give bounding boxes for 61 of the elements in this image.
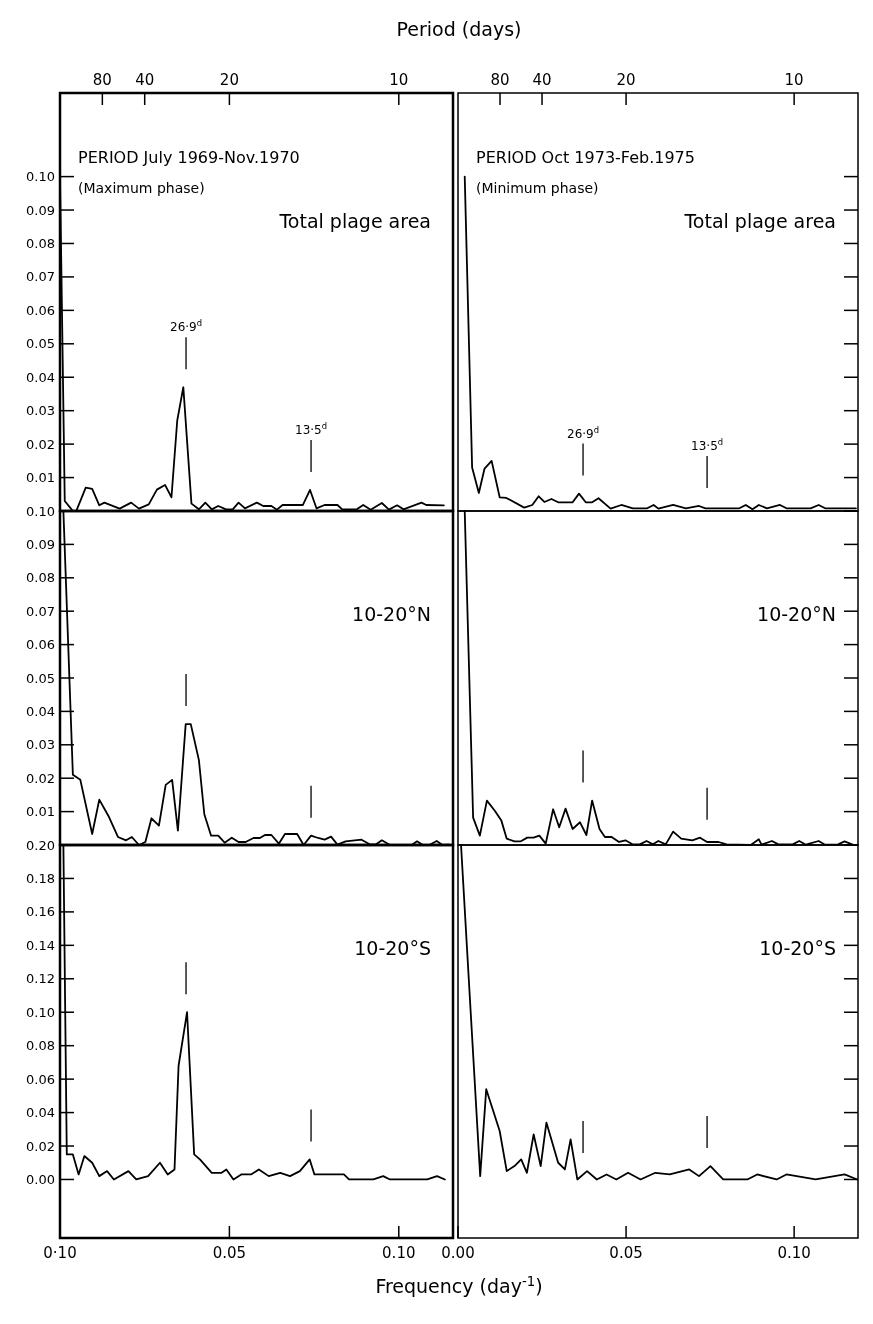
ref-line-label: 26·9$^{d}$ <box>567 424 600 441</box>
text: Total plage area <box>683 210 836 232</box>
ref-line-label: 13·5$^{d}$ <box>295 420 328 437</box>
y-tick-label: 0.10 <box>26 1004 55 1020</box>
y-tick-label: 0.06 <box>26 637 55 653</box>
y-tick-label: 0.06 <box>26 302 55 318</box>
y-tick-label: 0.03 <box>26 737 55 753</box>
y-tick-label: 0.16 <box>26 904 55 920</box>
y-tick-label: 0.08 <box>26 570 55 586</box>
text: 10-20°S <box>759 937 836 959</box>
y-tick-label: 0.09 <box>26 202 55 218</box>
y-tick-label: 0.02 <box>26 770 55 786</box>
ref-line-label: 26·9$^{d}$ <box>170 318 203 335</box>
y-tick-label: 0.14 <box>26 937 55 953</box>
y-tick-label: 0.04 <box>26 703 55 719</box>
y-tick-label: 0.08 <box>26 236 55 252</box>
text: 10-20°S <box>354 937 431 959</box>
y-tick-label: 0.06 <box>26 1071 55 1087</box>
text: 0·10 <box>43 1244 77 1262</box>
text: Total plage area <box>278 210 431 232</box>
y-tick-label: 0.01 <box>26 470 55 486</box>
x-tick-label: 0.05 <box>609 1244 643 1262</box>
text: 40 <box>532 71 552 89</box>
x-tick-label: 0.10 <box>382 1244 416 1262</box>
annotation: (Maximum phase) <box>78 180 205 196</box>
y-tick-label: 0.10 <box>26 169 55 185</box>
text: 80 <box>92 71 112 89</box>
y-tick-label: 0.10 <box>26 503 55 519</box>
x-tick-label: 0.05 <box>212 1244 247 1262</box>
x-tick-label: 0.00 <box>441 1244 475 1262</box>
annotation: PERIOD Oct 1973-Feb.1975 <box>476 148 695 167</box>
y-tick-label: 0.04 <box>26 369 55 385</box>
y-tick-label: 0.05 <box>26 670 55 686</box>
y-tick-label: 0.04 <box>26 1105 55 1121</box>
text: 10 <box>389 71 409 89</box>
y-tick-label: 0.07 <box>26 269 55 285</box>
x2-axis-title: Period (days) <box>396 18 522 40</box>
y-tick-label: 0.08 <box>26 1038 55 1054</box>
y-tick-label: 0.00 <box>26 1172 55 1188</box>
y-tick-label: 0.20 <box>26 837 55 853</box>
text: 20 <box>219 71 239 89</box>
y-tick-label: 0.05 <box>26 336 55 352</box>
y-tick-label: 0.09 <box>26 536 55 552</box>
y-tick-label: 0.18 <box>26 871 55 886</box>
text: 10-20°N <box>352 603 431 625</box>
text: 10 <box>784 71 804 89</box>
text: 80 <box>490 71 510 89</box>
annotation: PERIOD July 1969-Nov.1970 <box>78 148 300 167</box>
y-tick-label: 0.02 <box>26 436 55 452</box>
ref-line-label: 13·5$^{d}$ <box>691 436 724 453</box>
y-tick-label: 0.12 <box>26 971 55 987</box>
annotation: (Minimum phase) <box>476 180 599 196</box>
x-axis-title: Frequency (day$^{-1}$) <box>375 1273 543 1297</box>
y-tick-label: 0.03 <box>26 403 55 419</box>
text: 20 <box>616 71 636 89</box>
y-tick-label: 0.02 <box>26 1138 55 1154</box>
y-tick-label: 0.01 <box>26 804 55 820</box>
text: 10-20°N <box>757 603 836 625</box>
text: 40 <box>135 71 155 89</box>
x-tick-label: 0.10 <box>777 1244 811 1262</box>
y-tick-label: 0.07 <box>26 603 55 619</box>
